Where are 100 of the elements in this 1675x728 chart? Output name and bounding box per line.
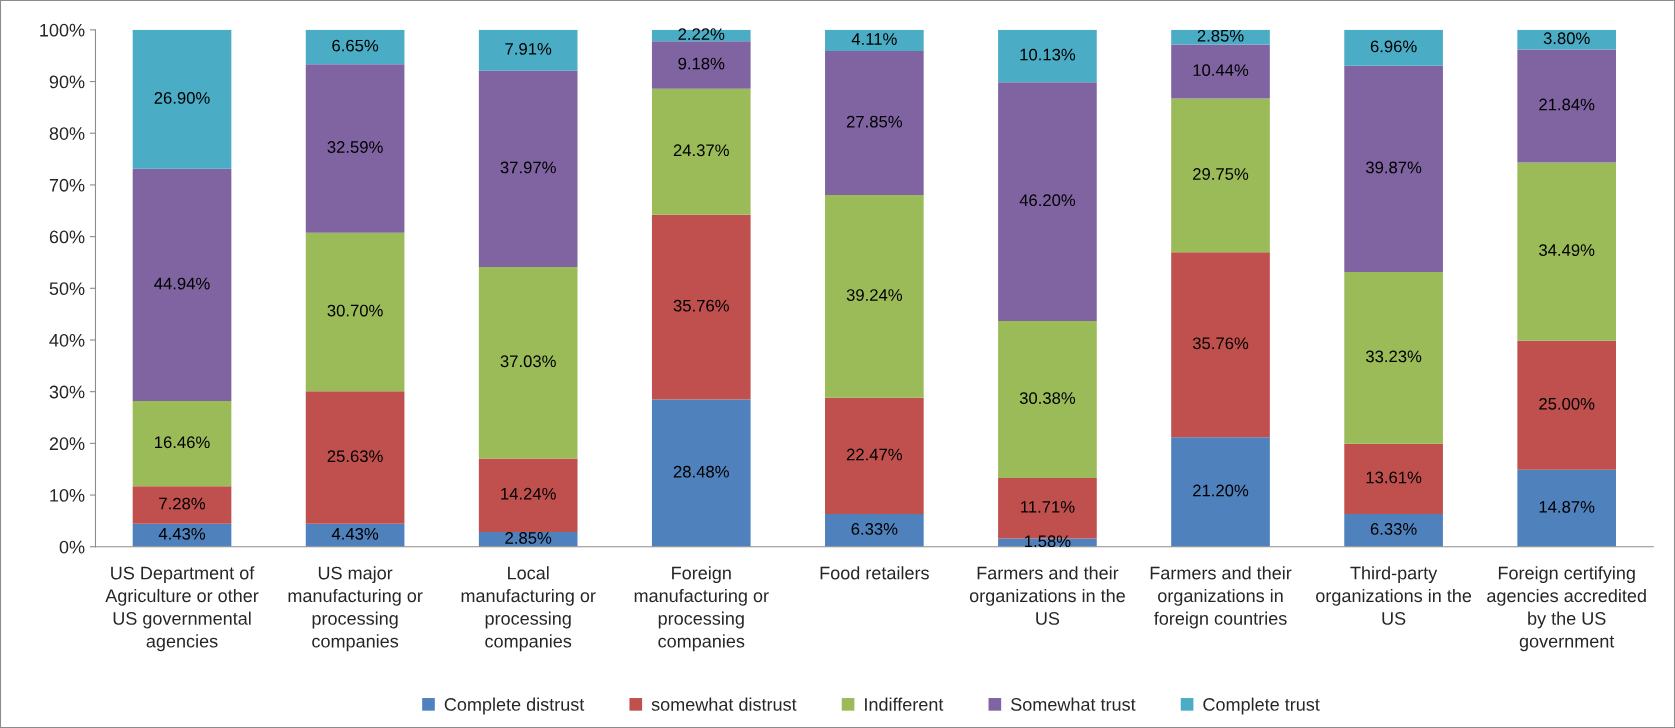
bar	[478, 70, 578, 267]
y-tick-label: 30%	[49, 385, 85, 399]
bar	[1344, 514, 1443, 547]
data-label: 3.80%	[1543, 32, 1590, 45]
data-label: 6.96%	[1370, 40, 1417, 53]
data-label: 37.97%	[500, 161, 556, 174]
bar	[1344, 29, 1443, 66]
data-label: 30.70%	[327, 304, 383, 317]
bar	[1517, 162, 1617, 341]
bar	[998, 82, 1097, 322]
bar	[825, 195, 924, 398]
data-label: 6.33%	[1370, 523, 1417, 535]
bar	[1171, 437, 1270, 547]
data-label: 25.63%	[327, 450, 383, 463]
y-tick-label: 10%	[50, 488, 85, 502]
data-label: 14.87%	[1539, 500, 1595, 513]
bar	[132, 168, 232, 402]
bar	[1171, 252, 1270, 438]
y-tick-label: 70%	[49, 178, 85, 192]
bar	[132, 401, 232, 487]
data-label: 22.47%	[846, 448, 903, 461]
bar	[1171, 98, 1270, 253]
x-tick-label: US major manufacturing or processing companies	[288, 566, 423, 652]
data-label: 6.33%	[851, 523, 898, 535]
bar	[305, 232, 405, 392]
data-label: 2.85%	[1197, 29, 1244, 42]
legend-label: Somewhat trust	[1011, 697, 1136, 711]
legend-label: Complete trust	[1203, 697, 1320, 715]
bar	[132, 29, 232, 169]
data-label: 9.18%	[678, 57, 725, 70]
y-tick-label: 80%	[49, 127, 85, 140]
data-label: 29.75%	[1193, 168, 1249, 180]
data-label: 21.20%	[1193, 484, 1249, 497]
data-label: 32.59%	[327, 141, 383, 153]
x-tick-label: Local manufacturing or processing companies	[461, 566, 596, 652]
bar	[1171, 44, 1270, 99]
data-label: 24.37%	[673, 144, 729, 157]
bar	[1517, 340, 1617, 470]
bar	[1517, 49, 1617, 163]
bar	[825, 514, 924, 547]
x-tick-label: Farmers and their organizations in foreign countries	[1150, 566, 1292, 629]
data-label: 21.84%	[1539, 98, 1595, 111]
data-label: 6.65%	[332, 39, 379, 52]
bar	[478, 266, 578, 459]
bar	[651, 214, 751, 400]
data-label: 39.24%	[846, 289, 903, 301]
data-label: 26.90%	[154, 92, 210, 104]
data-label: 2.85%	[505, 532, 552, 544]
bar	[651, 399, 751, 547]
data-label: 33.23%	[1365, 350, 1422, 363]
data-label: 30.38%	[1019, 392, 1076, 404]
legend-label: Indifferent	[865, 697, 944, 711]
data-label: 14.24%	[501, 487, 556, 500]
x-tick-label: Farmers and their organizations in the US	[969, 566, 1125, 625]
y-tick-label: 50%	[49, 282, 85, 296]
data-label: 10.44%	[1193, 64, 1249, 77]
y-tick-label: 40%	[49, 333, 85, 347]
x-tick-label: Foreign certifying agencies accredited by the US government	[1487, 566, 1646, 652]
x-tick-label: Food retailers	[820, 566, 929, 580]
bar	[998, 29, 1097, 83]
bar	[825, 29, 924, 52]
data-label: 13.61%	[1366, 471, 1422, 484]
legend-label: somewhat distrust	[651, 697, 797, 711]
data-label: 37.03%	[500, 355, 556, 368]
x-tick-label: US Department of Agriculture or other US governmental agencies	[105, 566, 259, 652]
data-label: 39.87%	[1365, 161, 1422, 174]
bar	[305, 391, 405, 524]
bar	[825, 397, 924, 515]
bar	[998, 321, 1097, 479]
data-label: 35.76%	[1192, 337, 1249, 350]
data-label: 4.43%	[158, 527, 206, 540]
y-tick-label: 90%	[49, 75, 85, 89]
data-label: 46.20%	[1019, 194, 1076, 207]
data-label: 10.13%	[1020, 48, 1076, 61]
data-label: 35.76%	[673, 299, 729, 312]
bar	[1344, 65, 1443, 272]
data-label: 25.00%	[1539, 397, 1595, 410]
data-label: 16.46%	[155, 436, 210, 449]
bar	[1344, 443, 1443, 515]
bar	[651, 88, 751, 215]
y-tick-label: 60%	[49, 230, 85, 244]
data-label: 4.43%	[331, 527, 379, 540]
bar	[132, 486, 232, 524]
data-label: 28.48%	[673, 465, 729, 478]
bar	[305, 29, 405, 65]
y-tick-label: 100%	[40, 23, 85, 37]
legend-label: Complete distrust	[444, 697, 585, 715]
bar	[1171, 29, 1270, 45]
data-label: 7.28%	[159, 497, 206, 510]
bar	[1517, 469, 1617, 547]
data-label: 7.91%	[505, 42, 552, 55]
y-tick-label: 0%	[59, 540, 85, 554]
bar	[478, 458, 578, 532]
data-label: 2.22%	[678, 28, 725, 40]
y-tick-label: 20%	[49, 437, 85, 451]
data-label: 1.58%	[1025, 535, 1071, 548]
bar	[478, 29, 578, 71]
data-label: 34.49%	[1539, 244, 1595, 256]
x-tick-label: Third-party organizations in the US	[1316, 566, 1472, 625]
bar	[825, 51, 924, 196]
